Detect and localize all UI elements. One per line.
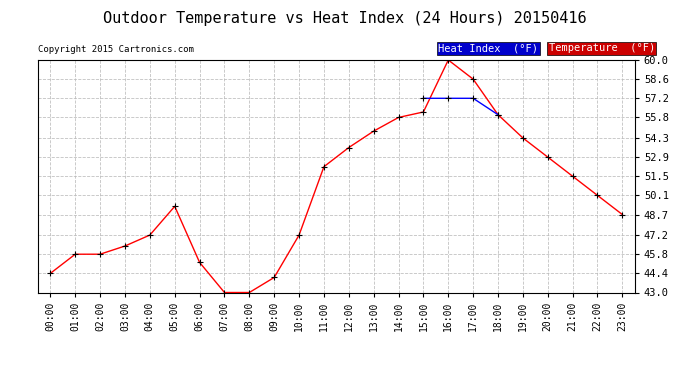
Text: Outdoor Temperature vs Heat Index (24 Hours) 20150416: Outdoor Temperature vs Heat Index (24 Ho… <box>104 11 586 26</box>
Text: Copyright 2015 Cartronics.com: Copyright 2015 Cartronics.com <box>38 45 194 54</box>
Text: Heat Index  (°F): Heat Index (°F) <box>438 43 538 53</box>
Text: Temperature  (°F): Temperature (°F) <box>549 43 655 53</box>
